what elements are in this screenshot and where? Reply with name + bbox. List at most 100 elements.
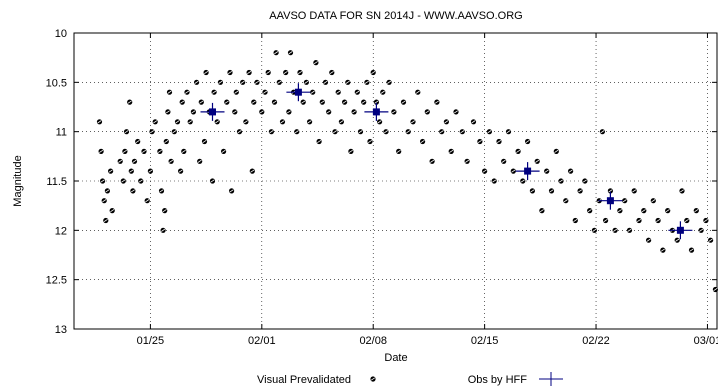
hff-point bbox=[200, 102, 225, 121]
data-point bbox=[209, 178, 216, 184]
x-axis: 01/25 02/01 02/08 02/15 02/22 03/01 bbox=[137, 33, 718, 347]
x-axis-label: Date bbox=[384, 352, 407, 364]
data-point bbox=[534, 158, 540, 164]
data-point bbox=[271, 99, 278, 105]
gridlines bbox=[74, 33, 717, 329]
hff-point bbox=[515, 162, 540, 181]
data-point bbox=[335, 89, 341, 95]
data-point bbox=[636, 217, 642, 224]
data-point bbox=[684, 217, 690, 224]
data-point bbox=[319, 99, 325, 105]
data-point bbox=[603, 217, 609, 224]
data-point bbox=[313, 60, 319, 66]
data-point bbox=[505, 129, 512, 135]
data-point bbox=[529, 188, 535, 194]
data-point bbox=[233, 89, 239, 95]
data-point bbox=[326, 109, 332, 115]
data-point bbox=[152, 119, 158, 125]
data-point bbox=[674, 237, 680, 243]
data-point bbox=[96, 119, 103, 125]
data-point bbox=[486, 129, 492, 135]
data-point bbox=[599, 129, 605, 135]
data-point bbox=[703, 217, 709, 224]
data-point bbox=[539, 208, 545, 214]
data-point bbox=[496, 138, 502, 145]
data-point bbox=[103, 217, 109, 224]
data-point bbox=[174, 119, 181, 125]
data-point bbox=[391, 109, 397, 115]
data-point bbox=[712, 286, 718, 293]
data-point bbox=[660, 247, 666, 253]
data-point bbox=[160, 227, 166, 233]
data-point bbox=[386, 79, 392, 85]
data-point bbox=[708, 237, 714, 243]
data-point bbox=[279, 119, 286, 125]
legend-label-visual: Visual Prevalidated bbox=[257, 374, 351, 386]
data-point bbox=[501, 158, 507, 164]
data-point bbox=[227, 69, 233, 76]
data-point bbox=[249, 168, 255, 174]
data-point bbox=[520, 178, 526, 184]
data-point bbox=[287, 50, 294, 56]
data-point bbox=[276, 79, 282, 85]
data-point bbox=[322, 79, 329, 85]
data-point bbox=[141, 148, 147, 154]
data-point bbox=[568, 168, 574, 174]
data-point bbox=[470, 119, 477, 125]
data-point bbox=[439, 129, 445, 135]
data-point bbox=[482, 168, 488, 174]
data-point bbox=[383, 129, 389, 135]
y-tick-label: 11.5 bbox=[46, 176, 67, 188]
data-point bbox=[123, 129, 130, 135]
legend-marker-cross bbox=[539, 372, 563, 386]
data-point bbox=[617, 208, 623, 214]
data-point bbox=[415, 89, 421, 95]
data-point bbox=[190, 109, 196, 115]
data-point bbox=[563, 198, 569, 204]
data-points bbox=[96, 50, 718, 293]
data-point bbox=[577, 188, 583, 194]
data-point bbox=[297, 69, 303, 76]
data-point bbox=[214, 119, 220, 125]
data-point bbox=[162, 208, 168, 214]
data-point bbox=[405, 129, 411, 135]
y-tick-label: 10.5 bbox=[46, 77, 67, 89]
data-point bbox=[338, 119, 344, 125]
data-point bbox=[396, 148, 402, 154]
data-point bbox=[158, 188, 165, 194]
data-point bbox=[157, 148, 163, 154]
data-point bbox=[254, 79, 260, 85]
data-point bbox=[236, 129, 243, 135]
y-tick-label: 13 bbox=[55, 324, 67, 336]
data-point bbox=[354, 89, 360, 95]
data-point bbox=[351, 109, 357, 115]
data-point bbox=[558, 178, 564, 184]
data-point bbox=[307, 119, 313, 125]
data-point bbox=[572, 217, 578, 224]
data-point bbox=[332, 129, 338, 135]
data-point bbox=[361, 99, 367, 105]
hff-point bbox=[598, 191, 623, 210]
data-point bbox=[104, 188, 110, 194]
data-point bbox=[179, 99, 185, 105]
x-tick-label: 01/25 bbox=[137, 335, 165, 347]
data-point bbox=[117, 158, 123, 164]
data-point bbox=[582, 178, 588, 184]
data-point bbox=[693, 208, 699, 214]
data-point bbox=[98, 148, 104, 154]
data-point bbox=[607, 188, 613, 194]
data-point bbox=[178, 168, 184, 174]
x-tick-label: 02/15 bbox=[471, 335, 499, 347]
data-point bbox=[400, 99, 407, 105]
data-point bbox=[232, 109, 238, 115]
data-point bbox=[650, 198, 656, 204]
data-point bbox=[294, 129, 300, 135]
data-point bbox=[300, 99, 306, 105]
data-point bbox=[149, 129, 155, 135]
data-point bbox=[429, 158, 435, 164]
hff-point bbox=[364, 102, 389, 121]
data-point bbox=[194, 79, 200, 85]
data-point bbox=[101, 198, 107, 204]
data-point bbox=[631, 188, 637, 194]
